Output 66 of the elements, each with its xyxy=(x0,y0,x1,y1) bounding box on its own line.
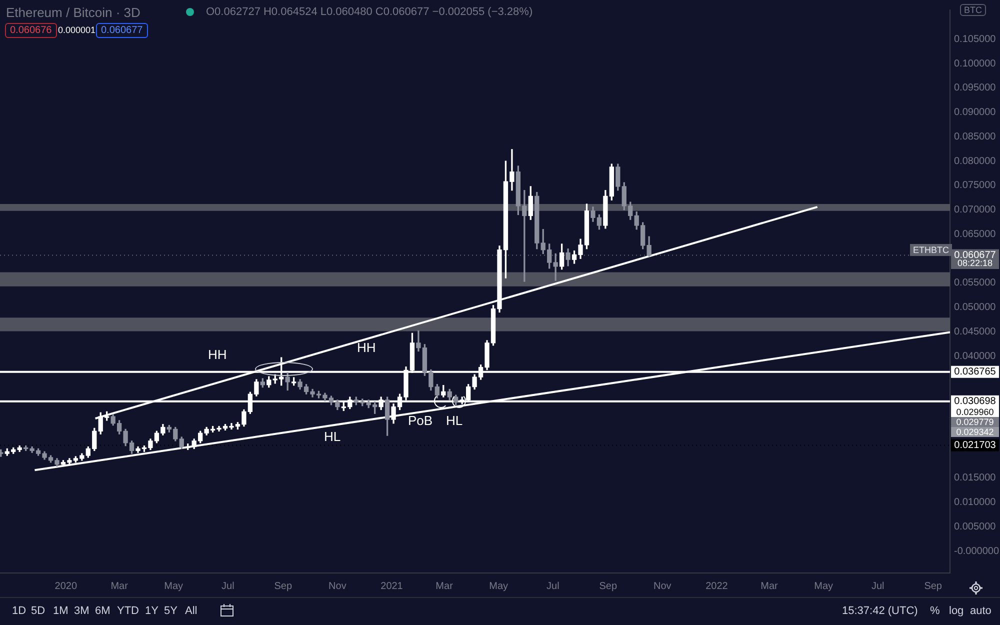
annotation: 0.060677 xyxy=(96,23,148,38)
y-tick-label: 0.085000 xyxy=(954,131,996,142)
x-tick-label: Jul xyxy=(871,580,884,592)
y-tick-label: 0.080000 xyxy=(954,156,996,167)
x-tick-label: Jul xyxy=(546,580,560,592)
x-tick-label: Nov xyxy=(328,580,346,592)
y-tick-label: -0.000000 xyxy=(954,546,1000,557)
x-tick-label: 2021 xyxy=(380,580,404,592)
y-tick-label: 0.070000 xyxy=(954,204,996,216)
y-tick-label: 0.065000 xyxy=(954,228,996,240)
ref-line-label: 0.030698 xyxy=(954,396,996,408)
y-tick-label: 0.095000 xyxy=(954,82,996,94)
text: 5Y xyxy=(164,605,178,617)
text: 1M xyxy=(53,605,68,617)
ref-line-label: 0.021703 xyxy=(954,440,996,452)
x-tick-label: Mar xyxy=(436,580,454,592)
annotation: HH xyxy=(357,340,376,355)
y-tick-label: 0.005000 xyxy=(954,521,996,532)
ref-line-label: 0.036765 xyxy=(954,366,996,378)
y-tick-label: 0.075000 xyxy=(954,180,996,192)
text: % xyxy=(930,605,940,617)
text: 1D xyxy=(12,605,26,617)
text: 0.029779 xyxy=(951,417,999,427)
y-tick-label: 0.045000 xyxy=(954,326,996,338)
x-tick-label: Nov xyxy=(654,580,672,592)
text: 15:37:42 (UTC) xyxy=(842,605,918,617)
y-tick-label: 0.090000 xyxy=(954,107,996,118)
annotation: 0.000001 xyxy=(58,25,96,35)
text: log xyxy=(949,605,964,617)
chart-subtitle: O0.062727 H0.064524 L0.060480 C0.060677 −0.002055 (−3.28%) xyxy=(206,6,533,18)
annotation: HH xyxy=(208,347,227,362)
annotation: ETHBTC xyxy=(910,244,952,256)
text: BTC xyxy=(960,4,986,16)
text: 1Y xyxy=(145,605,158,617)
text: auto xyxy=(970,605,992,617)
y-tick-label: 0.100000 xyxy=(954,58,996,70)
x-tick-label: May xyxy=(164,580,184,592)
y-tick-label: 0.055000 xyxy=(954,278,996,289)
y-tick-label: 0.040000 xyxy=(954,350,996,362)
x-tick-label: Sep xyxy=(599,580,618,592)
y-tick-label: 0.105000 xyxy=(954,34,996,45)
text: 08:22:18 xyxy=(951,258,999,269)
text: 0.029342 xyxy=(951,427,999,437)
text: All xyxy=(185,605,198,617)
x-tick-label: Sep xyxy=(274,580,292,592)
x-tick-label: Mar xyxy=(110,580,129,592)
y-tick-label: 0.050000 xyxy=(954,302,996,314)
text: 6M xyxy=(95,605,110,617)
x-tick-label: Jul xyxy=(222,580,234,592)
text: 5D xyxy=(31,605,46,617)
text: 0.029960 xyxy=(951,407,999,417)
x-tick-label: May xyxy=(489,580,508,592)
y-tick-label: 0.010000 xyxy=(954,497,996,508)
x-tick-label: 2022 xyxy=(706,580,728,592)
x-tick-label: May xyxy=(814,580,834,592)
x-tick-label: Mar xyxy=(760,580,779,592)
y-tick-label: 0.015000 xyxy=(954,472,996,484)
x-tick-label: Sep xyxy=(924,580,942,592)
annotation: 0.060676 xyxy=(5,23,57,38)
text: YTD xyxy=(117,605,139,617)
annotation: PoB xyxy=(408,413,433,428)
annotation: HL xyxy=(324,429,341,444)
annotation: HL xyxy=(446,413,463,428)
chart-title: Ethereum / Bitcoin · 3D xyxy=(6,5,140,20)
text: 3M xyxy=(74,605,90,617)
x-tick-label: 2020 xyxy=(54,580,78,592)
